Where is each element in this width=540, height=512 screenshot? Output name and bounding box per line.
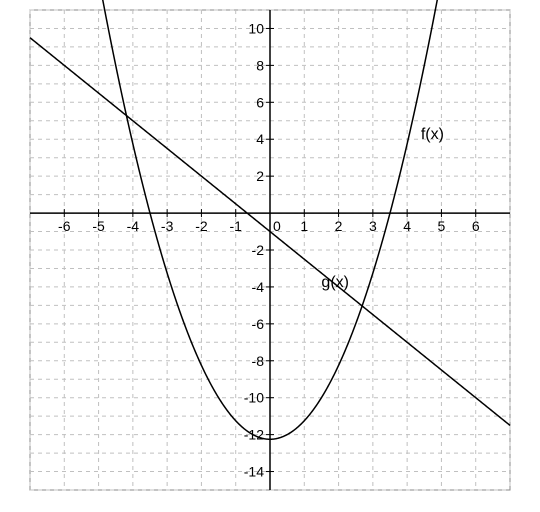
y-tick-label: -8 [252,353,265,369]
x-tick-label: -4 [127,218,140,234]
y-tick-label: 10 [248,20,264,36]
y-tick-label: 8 [256,57,264,73]
x-tick-label: -1 [229,218,242,234]
y-tick-label: 2 [256,168,264,184]
label-g: g(x) [321,274,349,291]
y-tick-label: -10 [244,390,264,406]
x-tick-label: 4 [403,218,411,234]
x-tick-label: 6 [472,218,480,234]
y-tick-label: 6 [256,94,264,110]
x-tick-label: 2 [335,218,343,234]
y-tick-label: -14 [244,464,264,480]
x-tick-label: -6 [58,218,71,234]
x-tick-label: -5 [92,218,105,234]
x-tick-label: 0 [273,218,281,234]
x-tick-label: -3 [161,218,174,234]
y-tick-label: -2 [252,242,265,258]
chart-svg: -6-5-4-3-2-10123456-14-12-10-8-6-4-22468… [0,0,540,512]
x-tick-label: -2 [195,218,208,234]
label-f: f(x) [421,126,444,143]
y-tick-label: -6 [252,316,265,332]
x-tick-label: 5 [438,218,446,234]
y-tick-label: -4 [252,279,265,295]
chart-container: -6-5-4-3-2-10123456-14-12-10-8-6-4-22468… [0,0,540,512]
y-tick-label: 4 [256,131,264,147]
x-tick-label: 1 [300,218,308,234]
x-tick-label: 3 [369,218,377,234]
